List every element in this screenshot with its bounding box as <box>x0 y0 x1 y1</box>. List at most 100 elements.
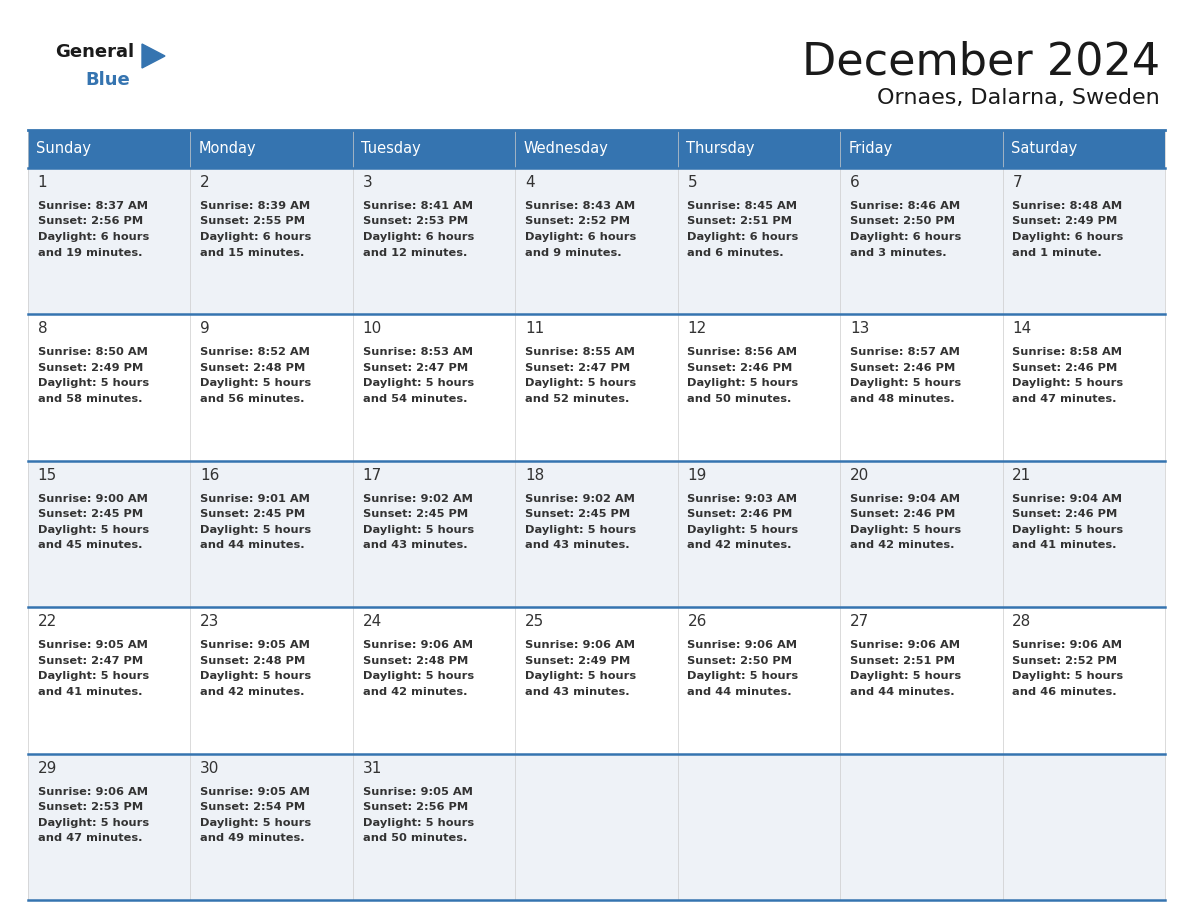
Text: Sunset: 2:49 PM: Sunset: 2:49 PM <box>1012 217 1118 227</box>
Polygon shape <box>143 44 165 68</box>
Text: Sunrise: 9:02 AM: Sunrise: 9:02 AM <box>362 494 473 504</box>
Text: and 42 minutes.: and 42 minutes. <box>200 687 304 697</box>
Text: and 44 minutes.: and 44 minutes. <box>688 687 792 697</box>
Text: 9: 9 <box>200 321 210 336</box>
Text: Daylight: 6 hours: Daylight: 6 hours <box>362 232 474 242</box>
Text: Daylight: 6 hours: Daylight: 6 hours <box>688 232 798 242</box>
Text: Sunday: Sunday <box>36 141 91 156</box>
Text: Blue: Blue <box>86 71 129 89</box>
Text: Daylight: 5 hours: Daylight: 5 hours <box>362 671 474 681</box>
Text: Wednesday: Wednesday <box>524 141 608 156</box>
Text: 29: 29 <box>38 761 57 776</box>
Text: and 15 minutes.: and 15 minutes. <box>200 248 304 258</box>
Text: Daylight: 5 hours: Daylight: 5 hours <box>200 818 311 828</box>
Text: and 54 minutes.: and 54 minutes. <box>362 394 467 404</box>
Text: Sunset: 2:46 PM: Sunset: 2:46 PM <box>849 363 955 373</box>
Text: and 50 minutes.: and 50 minutes. <box>362 834 467 843</box>
Text: 19: 19 <box>688 468 707 483</box>
Text: and 56 minutes.: and 56 minutes. <box>200 394 304 404</box>
Text: Sunrise: 9:06 AM: Sunrise: 9:06 AM <box>362 640 473 650</box>
Text: Daylight: 5 hours: Daylight: 5 hours <box>38 378 148 388</box>
Text: Sunrise: 9:04 AM: Sunrise: 9:04 AM <box>849 494 960 504</box>
Text: Daylight: 6 hours: Daylight: 6 hours <box>200 232 311 242</box>
Text: Sunset: 2:45 PM: Sunset: 2:45 PM <box>525 509 630 520</box>
Text: General: General <box>55 43 134 61</box>
Text: Saturday: Saturday <box>1011 141 1078 156</box>
Text: 17: 17 <box>362 468 381 483</box>
Bar <box>29 314 1165 461</box>
Text: Daylight: 5 hours: Daylight: 5 hours <box>688 671 798 681</box>
Text: Daylight: 6 hours: Daylight: 6 hours <box>525 232 637 242</box>
Bar <box>29 461 1165 607</box>
Text: Sunrise: 9:06 AM: Sunrise: 9:06 AM <box>849 640 960 650</box>
Text: Sunrise: 8:41 AM: Sunrise: 8:41 AM <box>362 201 473 211</box>
Text: Daylight: 5 hours: Daylight: 5 hours <box>362 818 474 828</box>
Text: Thursday: Thursday <box>685 141 754 156</box>
Text: and 6 minutes.: and 6 minutes. <box>688 248 784 258</box>
Bar <box>29 754 1165 900</box>
Text: Sunset: 2:46 PM: Sunset: 2:46 PM <box>849 509 955 520</box>
Text: and 50 minutes.: and 50 minutes. <box>688 394 792 404</box>
Text: 13: 13 <box>849 321 870 336</box>
Text: and 3 minutes.: and 3 minutes. <box>849 248 947 258</box>
Text: Daylight: 6 hours: Daylight: 6 hours <box>1012 232 1124 242</box>
Text: and 42 minutes.: and 42 minutes. <box>688 541 792 550</box>
Text: Sunrise: 8:53 AM: Sunrise: 8:53 AM <box>362 347 473 357</box>
Text: 16: 16 <box>200 468 220 483</box>
Text: Sunset: 2:48 PM: Sunset: 2:48 PM <box>362 655 468 666</box>
Text: Daylight: 5 hours: Daylight: 5 hours <box>38 671 148 681</box>
Text: 18: 18 <box>525 468 544 483</box>
Text: Daylight: 5 hours: Daylight: 5 hours <box>1012 671 1124 681</box>
Text: Daylight: 5 hours: Daylight: 5 hours <box>1012 378 1124 388</box>
Text: Sunset: 2:45 PM: Sunset: 2:45 PM <box>362 509 468 520</box>
Text: Sunrise: 8:58 AM: Sunrise: 8:58 AM <box>1012 347 1123 357</box>
Text: Sunset: 2:55 PM: Sunset: 2:55 PM <box>200 217 305 227</box>
Text: Daylight: 5 hours: Daylight: 5 hours <box>525 671 636 681</box>
Text: 4: 4 <box>525 175 535 190</box>
Text: Sunset: 2:48 PM: Sunset: 2:48 PM <box>200 363 305 373</box>
Text: Sunrise: 8:57 AM: Sunrise: 8:57 AM <box>849 347 960 357</box>
Text: and 49 minutes.: and 49 minutes. <box>200 834 305 843</box>
Text: 21: 21 <box>1012 468 1031 483</box>
Text: Daylight: 5 hours: Daylight: 5 hours <box>38 525 148 535</box>
Text: 1: 1 <box>38 175 48 190</box>
Text: Daylight: 5 hours: Daylight: 5 hours <box>362 378 474 388</box>
Text: Sunset: 2:46 PM: Sunset: 2:46 PM <box>1012 509 1118 520</box>
Text: Sunrise: 9:06 AM: Sunrise: 9:06 AM <box>688 640 797 650</box>
Text: Daylight: 5 hours: Daylight: 5 hours <box>200 671 311 681</box>
Text: Sunrise: 9:06 AM: Sunrise: 9:06 AM <box>38 787 147 797</box>
Text: 30: 30 <box>200 761 220 776</box>
Text: Sunset: 2:48 PM: Sunset: 2:48 PM <box>200 655 305 666</box>
Text: 15: 15 <box>38 468 57 483</box>
Text: 14: 14 <box>1012 321 1031 336</box>
Text: Daylight: 5 hours: Daylight: 5 hours <box>200 525 311 535</box>
Text: Friday: Friday <box>848 141 892 156</box>
Text: Sunrise: 8:45 AM: Sunrise: 8:45 AM <box>688 201 797 211</box>
Text: Sunrise: 9:01 AM: Sunrise: 9:01 AM <box>200 494 310 504</box>
Text: Sunset: 2:53 PM: Sunset: 2:53 PM <box>38 802 143 812</box>
Text: and 48 minutes.: and 48 minutes. <box>849 394 954 404</box>
Text: Sunset: 2:45 PM: Sunset: 2:45 PM <box>38 509 143 520</box>
Text: and 41 minutes.: and 41 minutes. <box>1012 541 1117 550</box>
Text: 12: 12 <box>688 321 707 336</box>
Text: Daylight: 5 hours: Daylight: 5 hours <box>849 671 961 681</box>
Text: and 44 minutes.: and 44 minutes. <box>200 541 305 550</box>
Text: Sunrise: 9:04 AM: Sunrise: 9:04 AM <box>1012 494 1123 504</box>
Text: 28: 28 <box>1012 614 1031 629</box>
Text: 26: 26 <box>688 614 707 629</box>
Text: and 42 minutes.: and 42 minutes. <box>362 687 467 697</box>
Text: Sunrise: 8:43 AM: Sunrise: 8:43 AM <box>525 201 636 211</box>
Text: and 12 minutes.: and 12 minutes. <box>362 248 467 258</box>
Text: 7: 7 <box>1012 175 1022 190</box>
Text: Sunrise: 9:06 AM: Sunrise: 9:06 AM <box>525 640 636 650</box>
Text: Sunrise: 9:05 AM: Sunrise: 9:05 AM <box>200 640 310 650</box>
Text: Sunrise: 8:56 AM: Sunrise: 8:56 AM <box>688 347 797 357</box>
Text: 25: 25 <box>525 614 544 629</box>
Text: and 1 minute.: and 1 minute. <box>1012 248 1102 258</box>
Text: Sunset: 2:46 PM: Sunset: 2:46 PM <box>688 509 792 520</box>
Text: Daylight: 5 hours: Daylight: 5 hours <box>525 525 636 535</box>
Text: Sunrise: 9:00 AM: Sunrise: 9:00 AM <box>38 494 147 504</box>
Text: Sunrise: 8:48 AM: Sunrise: 8:48 AM <box>1012 201 1123 211</box>
Text: and 46 minutes.: and 46 minutes. <box>1012 687 1117 697</box>
Text: 11: 11 <box>525 321 544 336</box>
